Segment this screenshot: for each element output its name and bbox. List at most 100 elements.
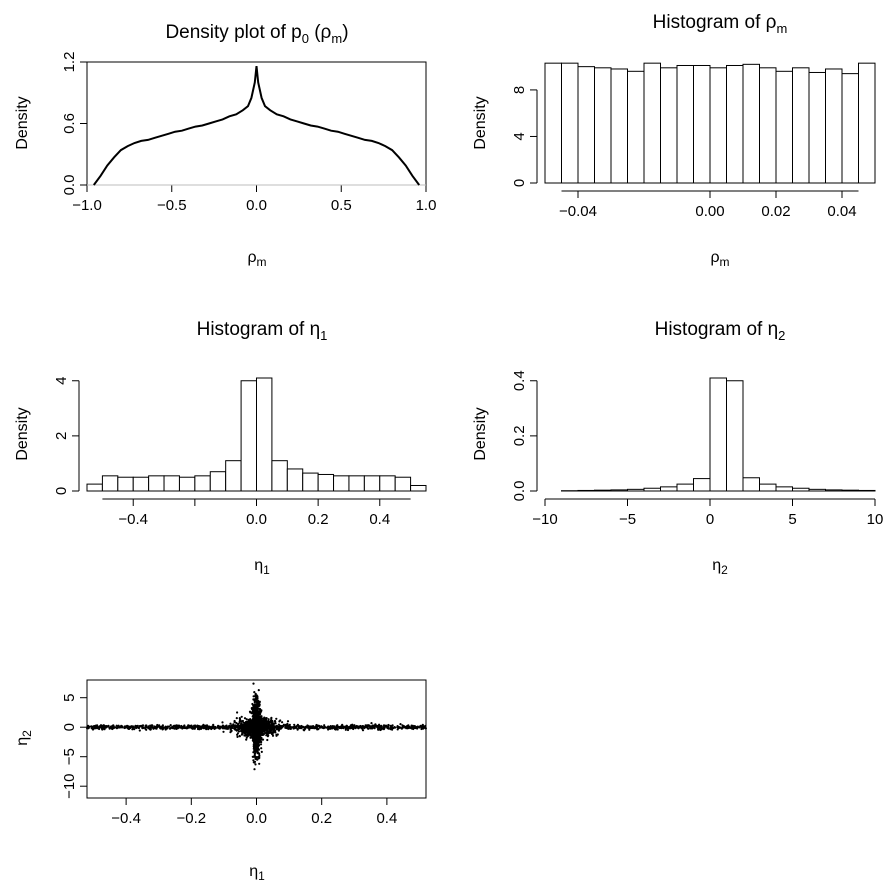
- histogram-bar: [101, 475, 119, 492]
- scatter-point: [152, 727, 155, 730]
- scatter-point: [245, 738, 248, 741]
- scatter-point: [390, 726, 393, 729]
- scatter-point: [253, 760, 257, 763]
- scatter-point: [397, 726, 400, 729]
- scatter-point: [300, 726, 303, 729]
- histogram-bar: [726, 64, 744, 184]
- scatter-point: [108, 727, 111, 730]
- scatter-point: [245, 730, 249, 733]
- scatter-point: [244, 721, 247, 724]
- scatter-point: [396, 728, 399, 731]
- x-tick-label: 1.0: [416, 197, 437, 214]
- histogram-bar: [225, 460, 242, 492]
- scatter-point: [255, 756, 258, 759]
- scatter-point: [258, 754, 261, 758]
- scatter-point: [145, 724, 148, 727]
- scatter-point: [259, 710, 263, 713]
- histogram-bar: [256, 377, 273, 492]
- scatter-point: [157, 725, 160, 728]
- scatter-point: [254, 731, 257, 734]
- scatter-point: [268, 728, 271, 732]
- scatter-point: [260, 750, 263, 754]
- scatter-point: [421, 725, 425, 728]
- scatter-point: [306, 724, 309, 727]
- scatter-point: [256, 748, 259, 751]
- marks-density-rho: [87, 65, 426, 186]
- scatter-point: [277, 729, 280, 732]
- scatter-point: [235, 729, 239, 732]
- scatter-point: [147, 726, 150, 730]
- histogram-bar: [841, 489, 859, 492]
- scatter-point: [401, 725, 404, 729]
- scatter-point: [131, 725, 134, 728]
- scatter-point: [275, 726, 278, 729]
- y-axis-hist-rho: 0 4 8: [511, 86, 538, 187]
- title-hist-rho: Histogram of ρm: [653, 12, 788, 36]
- scatter-point: [256, 750, 259, 753]
- histogram-bar: [808, 71, 826, 184]
- scatter-point: [129, 726, 132, 729]
- scatter-point: [235, 724, 238, 728]
- scatter-point: [256, 709, 259, 712]
- scatter-point: [242, 725, 245, 728]
- x-tick-label: 0.4: [369, 511, 390, 528]
- histogram-bar: [643, 62, 661, 184]
- scatter-point: [179, 726, 182, 729]
- y-tick-label: 4: [53, 377, 70, 385]
- scatter-point: [296, 723, 299, 726]
- scatter-point: [203, 726, 206, 729]
- scatter-point: [251, 711, 254, 715]
- scatter-point: [255, 696, 258, 699]
- histogram-bar: [742, 477, 760, 492]
- x-tick-label: 0.4: [376, 810, 397, 827]
- histogram-bar: [594, 489, 612, 492]
- x-tick-label: −0.2: [176, 810, 206, 827]
- scatter-point: [96, 724, 99, 727]
- scatter-point: [255, 744, 258, 747]
- scatter-point: [149, 726, 152, 730]
- histogram-bar: [363, 475, 381, 492]
- histogram-bar: [379, 475, 396, 492]
- panel-scatter-eta: −0.4 −0.2 0.0 0.2 0.4 −10 −5 0 5 η1 η2: [14, 679, 427, 883]
- scatter-point: [197, 726, 200, 729]
- x-tick-label: −0.04: [559, 203, 597, 220]
- scatter-point: [253, 739, 256, 742]
- histogram-bar: [742, 63, 760, 184]
- x-tick-label: 10: [867, 511, 884, 528]
- scatter-point: [253, 711, 256, 715]
- ylabel-scatter-eta: η2: [14, 730, 34, 746]
- scatter-point: [217, 727, 221, 730]
- scatter-point: [162, 727, 165, 730]
- scatter-point: [123, 726, 126, 730]
- histogram-bar: [86, 483, 103, 492]
- scatter-point: [391, 724, 394, 727]
- x-tick-label: 0.2: [311, 810, 332, 827]
- scatter-point: [363, 725, 366, 729]
- scatter-point: [240, 733, 243, 736]
- scatter-point: [245, 718, 248, 721]
- scatter-point: [286, 724, 289, 727]
- y-tick-label: 8: [511, 86, 528, 94]
- scatter-point: [235, 717, 238, 720]
- scatter-point: [260, 747, 263, 750]
- scatter-point: [239, 727, 242, 730]
- scatter-point: [364, 724, 367, 727]
- scatter-point: [314, 726, 317, 729]
- histogram-bar: [808, 488, 826, 492]
- scatter-point: [188, 726, 191, 729]
- scatter-point: [382, 724, 386, 727]
- scatter-point: [258, 762, 261, 765]
- scatter-point: [259, 718, 262, 722]
- y-tick-label: 2: [53, 432, 70, 440]
- scatter-point: [274, 731, 277, 734]
- scatter-point: [193, 726, 196, 730]
- x-tick-label: −0.4: [118, 511, 148, 528]
- histogram-bar: [348, 475, 365, 492]
- scatter-point: [324, 726, 327, 729]
- x-tick-label: 0.2: [308, 511, 329, 528]
- scatter-point: [169, 724, 172, 727]
- scatter-point: [255, 739, 258, 742]
- histogram-bar: [759, 67, 777, 184]
- scatter-point: [145, 726, 148, 729]
- xlabel-hist-rho: ρm: [710, 249, 729, 269]
